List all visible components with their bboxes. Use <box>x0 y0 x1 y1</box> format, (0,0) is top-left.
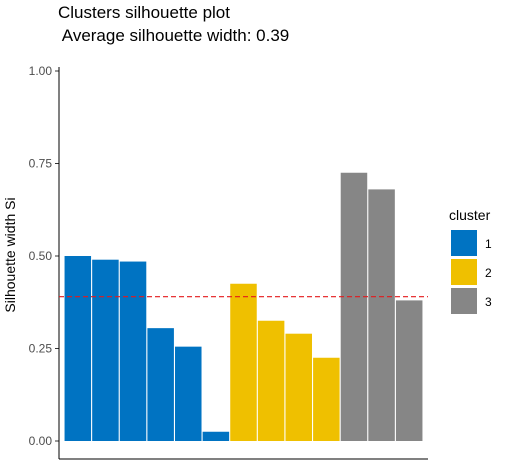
legend-key-2 <box>451 259 477 285</box>
bar-cluster-3-3 <box>395 300 423 441</box>
bar-cluster-3-2 <box>368 189 395 441</box>
bar-cluster-1-2 <box>92 259 119 441</box>
legend-label-3: 3 <box>485 295 492 309</box>
bar-cluster-2-2 <box>257 320 285 441</box>
y-tick-label-0: 0.00 <box>29 434 53 448</box>
legend-label-2: 2 <box>485 266 492 280</box>
y-tick-label-3: 0.75 <box>29 157 53 171</box>
bar-cluster-2-4 <box>313 357 340 441</box>
chart-title: Clusters silhouette plot <box>58 3 230 22</box>
chart-subtitle: Average silhouette width: 0.39 <box>58 26 289 45</box>
plot-area: 0.00 0.25 0.50 0.75 1.00 <box>29 64 428 460</box>
legend: cluster 1 2 3 <box>449 207 492 314</box>
y-tick-label-2: 0.50 <box>29 249 53 263</box>
y-axis-title: Silhouette width Si <box>2 197 18 312</box>
y-tick-label-1: 0.25 <box>29 342 53 356</box>
bar-cluster-3-1 <box>340 172 368 441</box>
bar-cluster-1-6 <box>202 431 230 441</box>
bar-cluster-2-3 <box>285 333 312 441</box>
bar-cluster-1-4 <box>147 328 174 441</box>
legend-title: cluster <box>449 207 491 223</box>
y-tick-label-4: 1.00 <box>29 64 53 78</box>
bar-cluster-2-1 <box>230 283 257 441</box>
legend-label-1: 1 <box>485 237 492 251</box>
bar-cluster-1-1 <box>64 256 92 441</box>
bar-cluster-1-3 <box>119 261 147 441</box>
bar-cluster-1-5 <box>175 346 202 441</box>
legend-key-3 <box>451 288 477 314</box>
legend-key-1 <box>451 230 477 256</box>
